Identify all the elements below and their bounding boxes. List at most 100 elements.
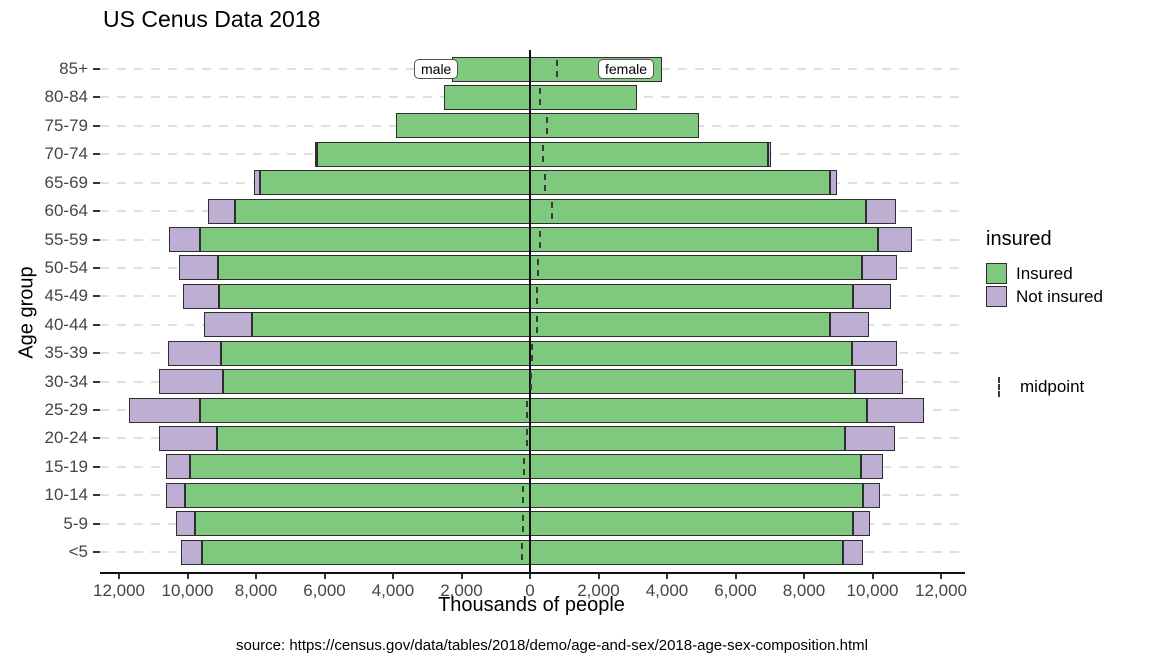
bar-male-insured-75-79 xyxy=(395,113,530,139)
y-tick-label: 55-59 xyxy=(44,229,88,249)
bar-male-not-insured-65-69 xyxy=(253,170,261,196)
y-tick xyxy=(93,210,100,213)
bar-male-not-insured-15-19 xyxy=(165,454,191,480)
y-tick-label: 25-29 xyxy=(44,400,88,420)
midpoint-mark-20-24 xyxy=(526,429,529,447)
bar-male-insured-40-44 xyxy=(251,312,530,338)
bar-male-insured-55-59 xyxy=(200,227,530,253)
legend-item-not-insured: Not insured xyxy=(986,286,1152,307)
x-tick-label: 8,000 xyxy=(782,581,826,600)
legend-item-label: Not insured xyxy=(1016,286,1103,306)
midpoint-mark-60-64 xyxy=(550,202,553,220)
midpoint-mark-40-44 xyxy=(535,315,538,333)
x-tick xyxy=(803,572,805,579)
bar-male-not-insured-30-34 xyxy=(159,369,223,395)
y-tick xyxy=(93,380,100,383)
bar-female-insured-80-84 xyxy=(530,84,637,110)
bar-female-not-insured-45-49 xyxy=(852,283,891,309)
bar-male-insured-85+ xyxy=(451,56,530,82)
y-tick-label: 85+ xyxy=(59,59,88,78)
bar-male-not-insured-50-54 xyxy=(179,255,219,281)
bar-female-not-insured-65-69 xyxy=(830,170,837,196)
midpoint-dash-icon xyxy=(998,377,1000,397)
y-tick xyxy=(93,153,100,156)
legend-title: insured xyxy=(986,228,1052,250)
bar-male-not-insured-25-29 xyxy=(129,397,201,423)
bar-male-not-insured-10-14 xyxy=(165,482,185,508)
y-tick xyxy=(93,295,100,298)
bar-male-insured-30-34 xyxy=(222,369,530,395)
midpoint-mark-30-34 xyxy=(530,372,533,390)
y-tick-label: 35-39 xyxy=(44,343,88,363)
bar-male-not-insured-5-9 xyxy=(175,511,195,537)
bar-female-insured-25-29 xyxy=(530,397,868,423)
bar-female-insured-60-64 xyxy=(530,198,866,224)
bar-male-insured-15-19 xyxy=(190,454,530,480)
bar-female-not-insured-55-59 xyxy=(878,227,912,253)
midpoint-mark-80-84 xyxy=(539,88,542,106)
bar-female-insured-45-49 xyxy=(530,283,853,309)
y-tick xyxy=(93,551,100,554)
x-tick xyxy=(666,572,668,579)
bar-female-insured-15-19 xyxy=(530,454,861,480)
y-tick-label: 80-84 xyxy=(44,87,88,107)
x-tick xyxy=(460,572,463,579)
y-tick-label: 50-54 xyxy=(44,257,88,277)
bar-female-insured-35-39 xyxy=(530,340,853,366)
bar-male-not-insured-35-39 xyxy=(167,340,222,366)
midpoint-mark-5-9 xyxy=(521,514,524,532)
bar-female-insured-65-69 xyxy=(530,170,831,196)
midpoint-mark-25-29 xyxy=(525,401,528,419)
bar-female-not-insured-60-64 xyxy=(865,198,897,224)
midpoint-mark-10-14 xyxy=(521,486,524,504)
midpoint-mark-85+ xyxy=(555,60,558,77)
y-tick xyxy=(93,409,100,412)
midpoint-mark-65-69 xyxy=(544,173,547,191)
bar-male-insured-20-24 xyxy=(216,425,530,451)
x-tick-label: 8,000 xyxy=(234,581,278,600)
bar-male-insured-5-9 xyxy=(194,511,530,537)
y-tick-label: 15-19 xyxy=(44,456,88,476)
x-tick-label: 6,000 xyxy=(714,581,757,600)
bar-female-insured-70-74 xyxy=(530,141,769,167)
bar-female-insured-30-34 xyxy=(530,369,856,395)
bar-female-not-insured-10-14 xyxy=(863,482,881,508)
not-insured-swatch-icon xyxy=(986,286,1007,307)
bar-female-not-insured-50-54 xyxy=(862,255,897,281)
x-tick xyxy=(118,572,120,579)
y-tick-label: 10-14 xyxy=(44,485,88,505)
legend-item-insured: Insured xyxy=(986,263,1152,284)
x-tick xyxy=(529,572,531,579)
bar-female-insured-75-79 xyxy=(530,113,700,139)
bar-male-not-insured-60-64 xyxy=(207,198,235,224)
bar-male-insured-<5 xyxy=(201,539,530,565)
x-axis-line xyxy=(100,572,965,574)
x-tick xyxy=(323,572,326,579)
chart-title: US Cenus Data 2018 xyxy=(103,6,321,32)
y-tick-label: 5-9 xyxy=(63,513,88,533)
midpoint-mark-45-49 xyxy=(535,287,538,305)
bar-male-insured-35-39 xyxy=(221,340,530,366)
bar-male-not-insured-40-44 xyxy=(203,312,252,338)
y-tick xyxy=(93,352,100,355)
y-tick-label: 30-34 xyxy=(44,371,88,391)
bar-male-insured-60-64 xyxy=(234,198,530,224)
bar-male-insured-50-54 xyxy=(218,255,530,281)
midpoint-mark-70-74 xyxy=(541,145,544,163)
bar-male-insured-25-29 xyxy=(200,397,530,423)
bar-male-not-insured-55-59 xyxy=(169,227,201,253)
y-tick-label: 40-44 xyxy=(44,314,88,334)
x-tick-label: 2,000 xyxy=(577,581,620,600)
y-tick xyxy=(93,522,100,525)
legend: insured Insured Not insured midpoint xyxy=(986,228,1152,397)
x-tick-label: 12,000 xyxy=(93,581,145,600)
y-tick xyxy=(93,181,100,184)
bar-male-not-insured-45-49 xyxy=(182,283,220,309)
x-tick-label: 12,000 xyxy=(915,581,967,600)
x-tick xyxy=(597,572,600,579)
x-tick xyxy=(871,572,874,579)
bar-female-insured-<5 xyxy=(530,539,843,565)
x-tick-label: 0 xyxy=(525,581,535,600)
